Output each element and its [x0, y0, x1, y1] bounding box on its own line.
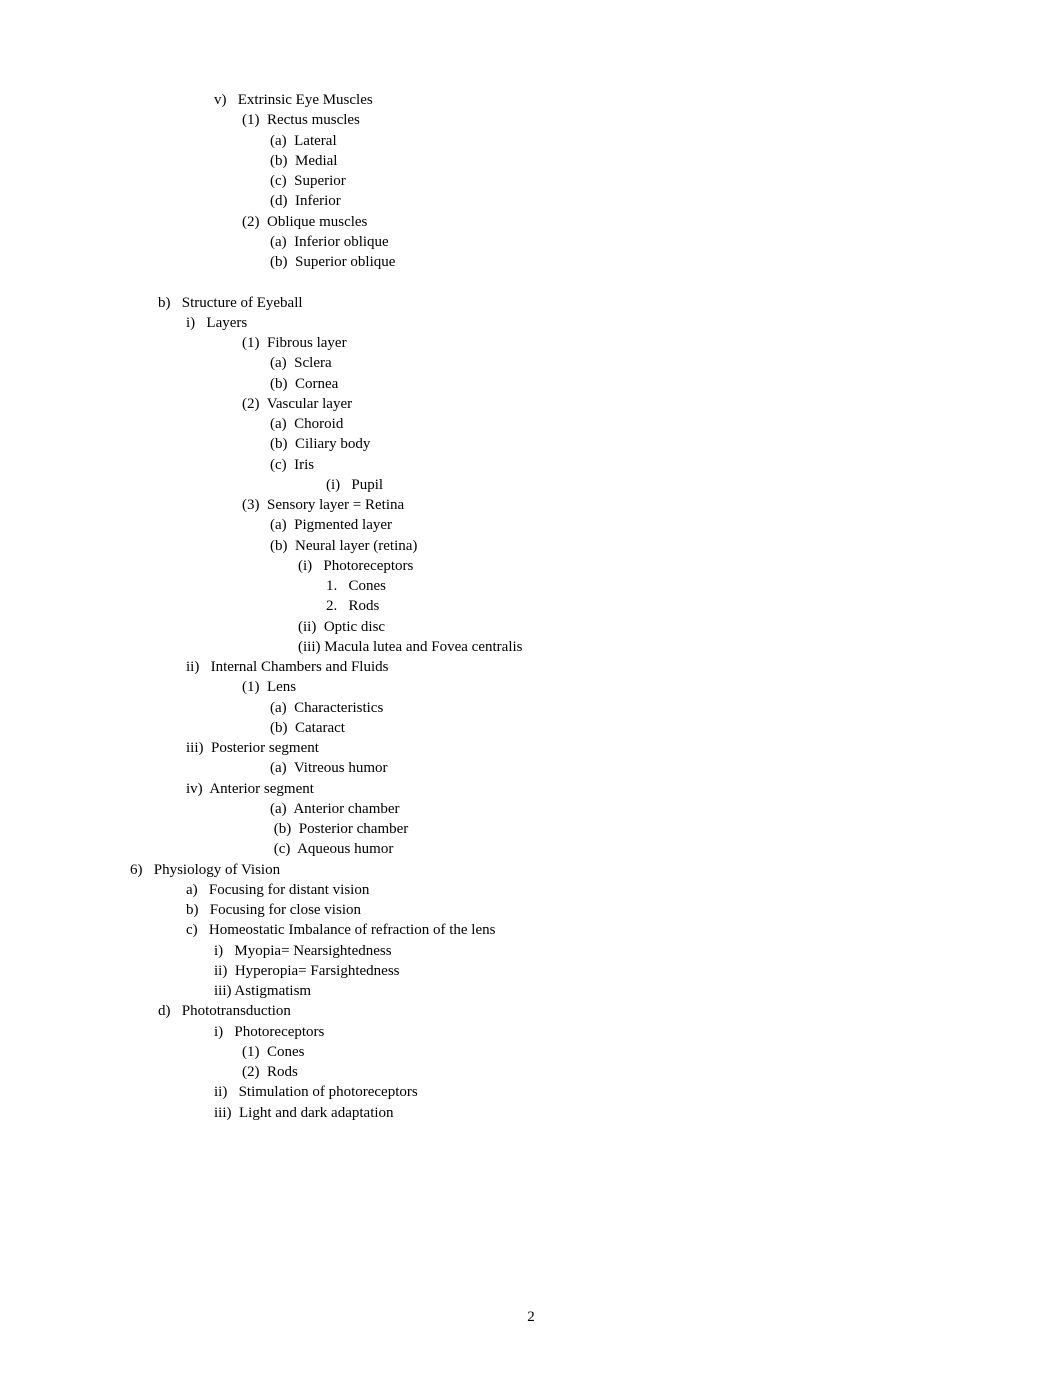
- outline-line: (b) Cataract: [130, 718, 932, 738]
- outline-line: (b) Superior oblique: [130, 252, 932, 272]
- outline-line: b) Structure of Eyeball: [130, 293, 932, 313]
- outline-line: (b) Cornea: [130, 374, 932, 394]
- outline-line: (b) Medial: [130, 151, 932, 171]
- outline-line: 1. Cones: [130, 576, 932, 596]
- outline-line: ii) Stimulation of photoreceptors: [130, 1082, 932, 1102]
- outline-line: iii) Astigmatism: [130, 981, 932, 1001]
- outline-line: (1) Lens: [130, 677, 932, 697]
- outline-line: b) Focusing for close vision: [130, 900, 932, 920]
- outline-list: v) Extrinsic Eye Muscles(1) Rectus muscl…: [130, 90, 932, 1123]
- outline-line: (ii) Optic disc: [130, 617, 932, 637]
- outline-line: (2) Rods: [130, 1062, 932, 1082]
- outline-line: iii) Light and dark adaptation: [130, 1103, 932, 1123]
- outline-line: (2) Oblique muscles: [130, 212, 932, 232]
- outline-line: (a) Characteristics: [130, 698, 932, 718]
- outline-line: (1) Cones: [130, 1042, 932, 1062]
- outline-line: 6) Physiology of Vision: [130, 860, 932, 880]
- outline-line: (a) Choroid: [130, 414, 932, 434]
- outline-line: (a) Vitreous humor: [130, 758, 932, 778]
- outline-line: (c) Iris: [130, 455, 932, 475]
- outline-line: iv) Anterior segment: [130, 779, 932, 799]
- outline-line: (d) Inferior: [130, 191, 932, 211]
- page-number: 2: [0, 1309, 1062, 1326]
- page-content: v) Extrinsic Eye Muscles(1) Rectus muscl…: [0, 0, 1062, 1183]
- outline-line: c) Homeostatic Imbalance of refraction o…: [130, 920, 932, 940]
- outline-line: (iii) Macula lutea and Fovea centralis: [130, 637, 932, 657]
- outline-line: (c) Superior: [130, 171, 932, 191]
- outline-line: v) Extrinsic Eye Muscles: [130, 90, 932, 110]
- outline-line: (2) Vascular layer: [130, 394, 932, 414]
- outline-line: (i) Pupil: [130, 475, 932, 495]
- outline-line: a) Focusing for distant vision: [130, 880, 932, 900]
- outline-line: (1) Fibrous layer: [130, 333, 932, 353]
- outline-line: (a) Sclera: [130, 353, 932, 373]
- outline-line: [130, 272, 932, 292]
- outline-line: 2. Rods: [130, 596, 932, 616]
- outline-line: (c) Aqueous humor: [130, 839, 932, 859]
- outline-line: (a) Pigmented layer: [130, 515, 932, 535]
- outline-line: d) Phototransduction: [130, 1001, 932, 1021]
- outline-line: i) Layers: [130, 313, 932, 333]
- outline-line: (1) Rectus muscles: [130, 110, 932, 130]
- outline-line: (b) Posterior chamber: [130, 819, 932, 839]
- outline-line: (a) Lateral: [130, 131, 932, 151]
- outline-line: (a) Inferior oblique: [130, 232, 932, 252]
- outline-line: ii) Hyperopia= Farsightedness: [130, 961, 932, 981]
- outline-line: iii) Posterior segment: [130, 738, 932, 758]
- outline-line: i) Photoreceptors: [130, 1022, 932, 1042]
- outline-line: (b) Ciliary body: [130, 434, 932, 454]
- outline-line: (a) Anterior chamber: [130, 799, 932, 819]
- outline-line: (i) Photoreceptors: [130, 556, 932, 576]
- outline-line: (3) Sensory layer = Retina: [130, 495, 932, 515]
- outline-line: i) Myopia= Nearsightedness: [130, 941, 932, 961]
- outline-line: (b) Neural layer (retina): [130, 536, 932, 556]
- outline-line: ii) Internal Chambers and Fluids: [130, 657, 932, 677]
